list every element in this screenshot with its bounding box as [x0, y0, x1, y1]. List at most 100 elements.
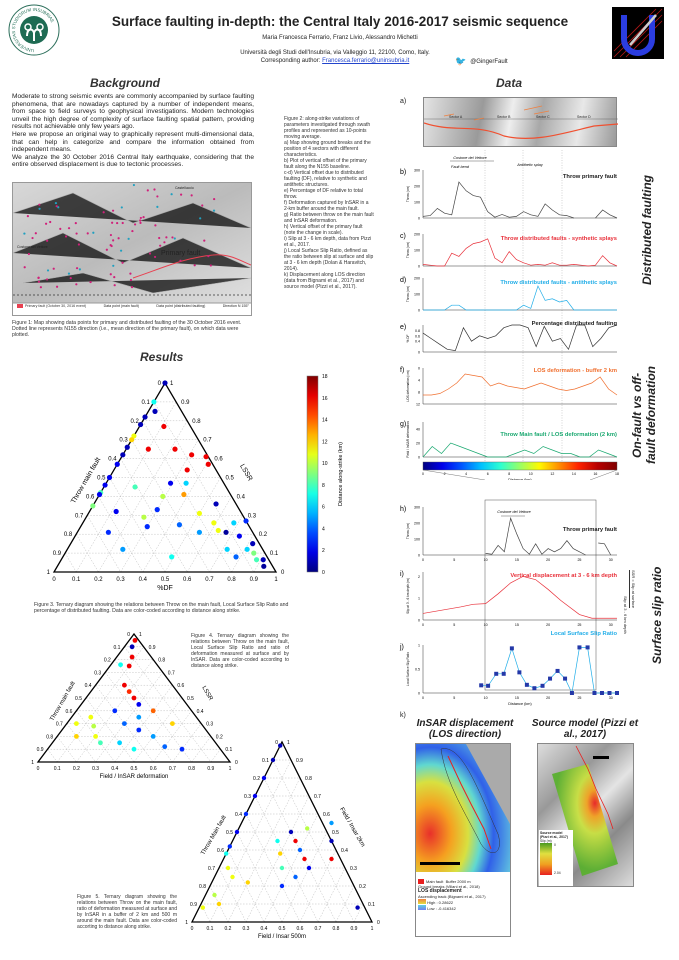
- ternary-data-point: [106, 474, 113, 481]
- insar-map: Main fault Buffer 2000 m Ground breaks (…: [415, 743, 511, 937]
- map-data-point: [121, 221, 124, 225]
- chart-title: Throw distributed faults - synthetic spl…: [501, 236, 617, 242]
- map-data-point: [78, 268, 81, 271]
- twitter-handle[interactable]: 🐦 @GingerFault: [455, 56, 508, 67]
- figure4-ternary: 0000.10.10.10.20.20.20.30.30.30.40.40.40…: [31, 632, 238, 780]
- ternary-data-point: [305, 826, 310, 831]
- grid-line: [47, 749, 58, 763]
- ternary-data-point: [302, 856, 307, 862]
- grid-line: [245, 813, 301, 923]
- map-data-point: [38, 207, 41, 210]
- ternary-data-point: [93, 734, 98, 739]
- grid-line: [87, 515, 121, 573]
- slip-max: 0: [554, 843, 556, 847]
- data-marker: [509, 646, 514, 651]
- map-data-point: [23, 232, 26, 235]
- map-data-point: [44, 222, 48, 225]
- grid-line: [109, 477, 166, 573]
- ternary-data-point: [131, 746, 137, 752]
- right-tick-label: 0.6: [214, 457, 223, 463]
- data-marker: [532, 686, 537, 691]
- map-data-point: [109, 233, 113, 237]
- figure1-map: Primary fault Costone del Vettore Castel…: [12, 182, 252, 316]
- background-paragraph: Here we propose an original way to graph…: [12, 130, 254, 154]
- right-axis-label: LSSR: [200, 685, 213, 702]
- affiliation-address: Università degli Studi dell'Insubria, vi…: [240, 50, 430, 56]
- grid-line: [254, 795, 319, 923]
- ternary-data-point: [288, 829, 294, 835]
- ternary-data-point: [234, 829, 240, 835]
- figure2-caption-line: b) Plot of vertical offset of the primar…: [284, 158, 367, 170]
- ternary-data-point: [176, 522, 183, 528]
- data-marker: [577, 645, 582, 650]
- data-marker: [479, 683, 484, 688]
- map-data-point: [154, 224, 157, 227]
- map-data-point: [212, 209, 216, 212]
- chart-title: Local Surface Slip Ratio: [551, 631, 618, 637]
- right-tick-label: 0.7: [203, 438, 212, 444]
- poster-title: Surface faulting in-depth: the Central I…: [111, 14, 569, 29]
- chart-title: Vertical displacement at 3 - 6 km depth: [510, 573, 617, 579]
- y-tick-label: 4: [418, 379, 420, 383]
- right-tick-label: 0.1: [225, 747, 232, 753]
- ternary-data-point: [181, 491, 187, 498]
- colorbar-tick-label: 10: [529, 472, 533, 476]
- colorbar-tick-label: 2: [322, 548, 325, 554]
- data-marker: [563, 676, 568, 681]
- map-data-point: [67, 272, 71, 275]
- bottom-axis-label: %DF: [157, 585, 173, 592]
- ternary-data-point: [167, 480, 174, 486]
- map-data-point: [45, 278, 49, 281]
- research-logo: [612, 7, 664, 59]
- grid-line: [64, 552, 77, 573]
- ternary-data-point: [150, 734, 156, 739]
- data-marker: [555, 668, 560, 673]
- ternary-data-point: [137, 421, 144, 428]
- bottom-tick-label: 0.6: [183, 577, 192, 583]
- y-tick-label: 0.5: [415, 668, 420, 672]
- right-tick-label: 0.6: [323, 812, 330, 818]
- map-data-point: [55, 285, 59, 288]
- ternary-data-point: [179, 746, 185, 752]
- background-text: Moderate to strong seismic events are co…: [12, 93, 254, 169]
- map-data-point: [69, 277, 72, 280]
- grid-line: [172, 723, 202, 763]
- left-tick-label: 0.4: [85, 683, 92, 689]
- los-title: LOS displacement: [418, 888, 462, 894]
- y-tick-label: 100: [414, 538, 420, 542]
- grid-line: [263, 813, 319, 923]
- ternary-data-point: [250, 541, 256, 547]
- ternary-data-point: [136, 714, 142, 720]
- x-tick-label: 10: [484, 696, 488, 700]
- bottom-tick-label: 0.6: [150, 766, 157, 772]
- ternary-data-point: [136, 727, 142, 733]
- figure2-caption-line: a) Map showing ground breaks and the pos…: [284, 140, 371, 158]
- ternary-data-point: [297, 847, 303, 853]
- ternary-data-point: [224, 851, 229, 856]
- ternary-data-point: [203, 454, 209, 460]
- x-tick-label: 20: [546, 696, 550, 700]
- grid-line: [231, 534, 255, 573]
- map-data-point: [113, 276, 116, 279]
- ternary-data-point: [212, 892, 217, 898]
- ternary-data-point: [233, 554, 239, 560]
- ternary-data-point: [293, 874, 298, 880]
- y-tick-label: 12: [416, 403, 420, 407]
- left-tick-label: 0.7: [75, 513, 84, 519]
- grid-line: [153, 401, 255, 573]
- bottom-tick-label: 0.8: [227, 577, 236, 583]
- right-tick-label: 0.4: [237, 494, 246, 500]
- map-data-point: [38, 203, 41, 206]
- figure5-caption: Figure 5. Ternary diagram showing the re…: [77, 894, 177, 930]
- map-data-point: [148, 252, 152, 255]
- series-line: [595, 209, 618, 219]
- ternary-data-point: [251, 550, 257, 556]
- colorbar-label: Distance (km): [508, 478, 532, 480]
- map-data-point: [165, 236, 168, 239]
- panel-letter: d): [400, 277, 406, 284]
- email-link[interactable]: Francesca.ferrario@uninsubria.it: [322, 58, 410, 64]
- bottom-tick-label: 0.1: [72, 577, 81, 583]
- panel-a-letter: a): [400, 98, 407, 105]
- map-data-point: [64, 235, 68, 238]
- twitter-label: @GingerFault: [470, 58, 508, 65]
